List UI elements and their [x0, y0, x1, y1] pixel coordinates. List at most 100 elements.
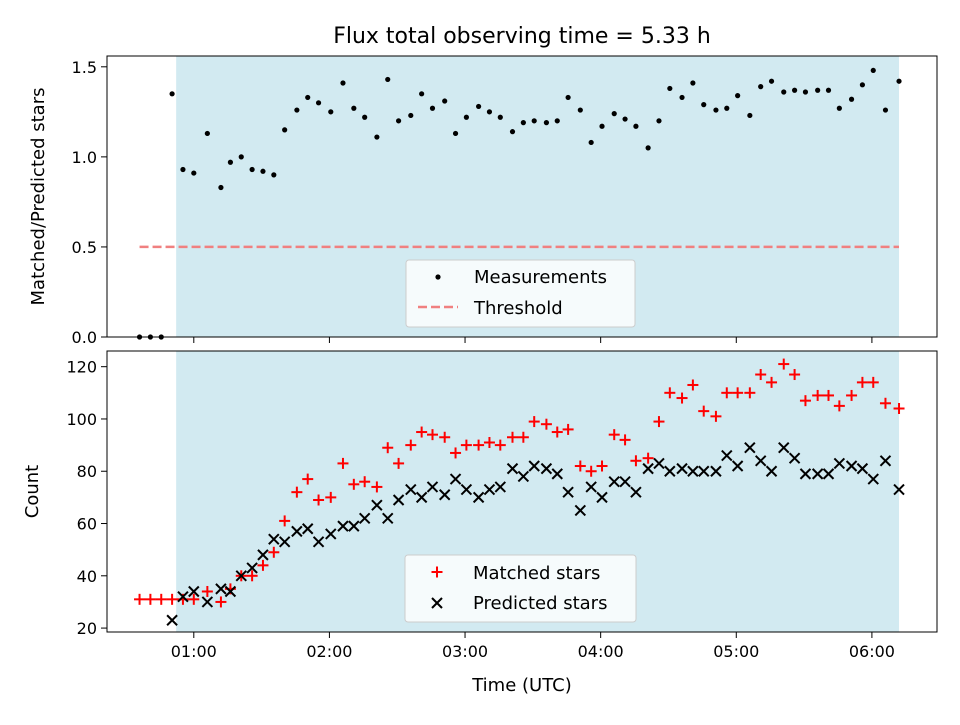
measurement-point: [849, 97, 854, 102]
measurement-point: [180, 167, 185, 172]
measurement-point: [690, 80, 695, 85]
x-tick-label: 02:00: [306, 642, 352, 661]
x-tick-label: 04:00: [578, 642, 624, 661]
top-y-ticks: 0.0 0.5 1.0 1.5: [72, 58, 107, 347]
measurement-point: [896, 79, 901, 84]
measurement-point: [781, 89, 786, 94]
y-tick-label: 1.5: [72, 58, 97, 77]
measurement-point: [532, 118, 537, 123]
measurement-point: [578, 107, 583, 112]
y-tick-label: 0.5: [72, 238, 97, 257]
measurement-point: [735, 93, 740, 98]
measurement-point: [555, 118, 560, 123]
measurement-point: [633, 124, 638, 129]
measurement-point: [282, 127, 287, 132]
y-tick-label: 1.0: [72, 148, 97, 167]
chart-title: Flux total observing time = 5.33 h: [333, 24, 711, 49]
measurement-point: [803, 89, 808, 94]
measurement-point: [442, 98, 447, 103]
measurement-point: [294, 107, 299, 112]
y-tick-label: 120: [66, 358, 97, 377]
measurement-point: [305, 95, 310, 100]
measurement-point: [260, 169, 265, 174]
y-tick-label: 0.0: [72, 328, 97, 347]
measurement-point: [667, 86, 672, 91]
measurement-point: [453, 131, 458, 136]
y-tick-label: 20: [77, 619, 97, 638]
y-tick-label: 100: [66, 410, 97, 429]
measurement-point: [169, 91, 174, 96]
measurement-point: [883, 107, 888, 112]
measurement-point: [205, 131, 210, 136]
chart-svg: 0.0 0.5 1.0 1.5 Flux total observing time =…: [0, 0, 960, 720]
y-tick-label: 40: [77, 567, 97, 586]
measurement-point: [622, 116, 627, 121]
top-y-axis-label: Matched/Predicted stars: [28, 88, 49, 306]
y-tick-label: 60: [77, 515, 97, 534]
matched-stars-point: [134, 594, 145, 605]
bottom-legend: Matched stars Predicted stars: [405, 555, 636, 622]
x-tick-label: 01:00: [171, 642, 217, 661]
measurement-point: [191, 170, 196, 175]
measurement-point: [487, 109, 492, 114]
top-legend: Measurements Threshold: [406, 260, 635, 327]
measurement-point: [239, 154, 244, 159]
measurement-point: [396, 118, 401, 123]
predicted-stars-point: [167, 615, 177, 625]
measurement-point: [408, 113, 413, 118]
top-panel: 0.0 0.5 1.0 1.5 Flux total observing time =…: [28, 24, 937, 347]
measurement-point: [826, 88, 831, 93]
bottom-panel: 01:00 02:00 03:00 04:00 05:00 06:00 20 40 60 80 1…: [22, 351, 937, 696]
measurement-point: [328, 109, 333, 114]
matched-stars-point: [145, 594, 156, 605]
measurement-point: [837, 106, 842, 111]
measurement-point: [860, 82, 865, 87]
matched-stars-point: [156, 594, 167, 605]
measurement-point: [476, 104, 481, 109]
measurement-point: [544, 120, 549, 125]
measurement-point: [769, 79, 774, 84]
x-tick-label: 06:00: [849, 642, 895, 661]
x-axis-label: Time (UTC): [471, 675, 572, 696]
measurement-point: [656, 118, 661, 123]
measurement-point: [351, 106, 356, 111]
measurement-point: [521, 120, 526, 125]
measurement-point: [510, 129, 515, 134]
measurement-point: [316, 100, 321, 105]
measurement-point: [228, 160, 233, 165]
measurement-point: [679, 95, 684, 100]
measurement-point: [218, 185, 223, 190]
measurement-point: [724, 106, 729, 111]
measurement-point: [599, 124, 604, 129]
y-tick-label: 80: [77, 462, 97, 481]
bottom-y-axis-label: Count: [22, 465, 43, 518]
legend-predicted-label: Predicted stars: [473, 593, 607, 614]
measurement-point: [464, 115, 469, 120]
measurement-point: [271, 172, 276, 177]
legend-measurements-marker: [435, 274, 440, 279]
measurement-point: [589, 140, 594, 145]
measurement-point: [362, 115, 367, 120]
bottom-x-ticks: 01:00 02:00 03:00 04:00 05:00 06:00: [171, 632, 895, 661]
measurement-point: [430, 106, 435, 111]
x-tick-label: 03:00: [442, 642, 488, 661]
measurement-point: [566, 95, 571, 100]
legend-threshold-label: Threshold: [473, 298, 563, 319]
figure: 0.0 0.5 1.0 1.5 Flux total observing time =…: [0, 0, 960, 720]
measurement-point: [747, 113, 752, 118]
measurement-point: [340, 80, 345, 85]
measurement-point: [498, 115, 503, 120]
legend-measurements-label: Measurements: [474, 267, 607, 288]
measurement-point: [871, 68, 876, 73]
legend-matched-label: Matched stars: [473, 563, 600, 584]
x-tick-label: 05:00: [713, 642, 759, 661]
top-x-ticks: [194, 337, 872, 343]
measurement-point: [250, 167, 255, 172]
measurement-point: [792, 88, 797, 93]
bottom-y-ticks: 20 40 60 80 100 120: [66, 358, 107, 638]
measurement-point: [758, 84, 763, 89]
matched-stars-point: [167, 594, 178, 605]
measurement-point: [612, 111, 617, 116]
measurement-point: [419, 91, 424, 96]
measurement-point: [385, 77, 390, 82]
